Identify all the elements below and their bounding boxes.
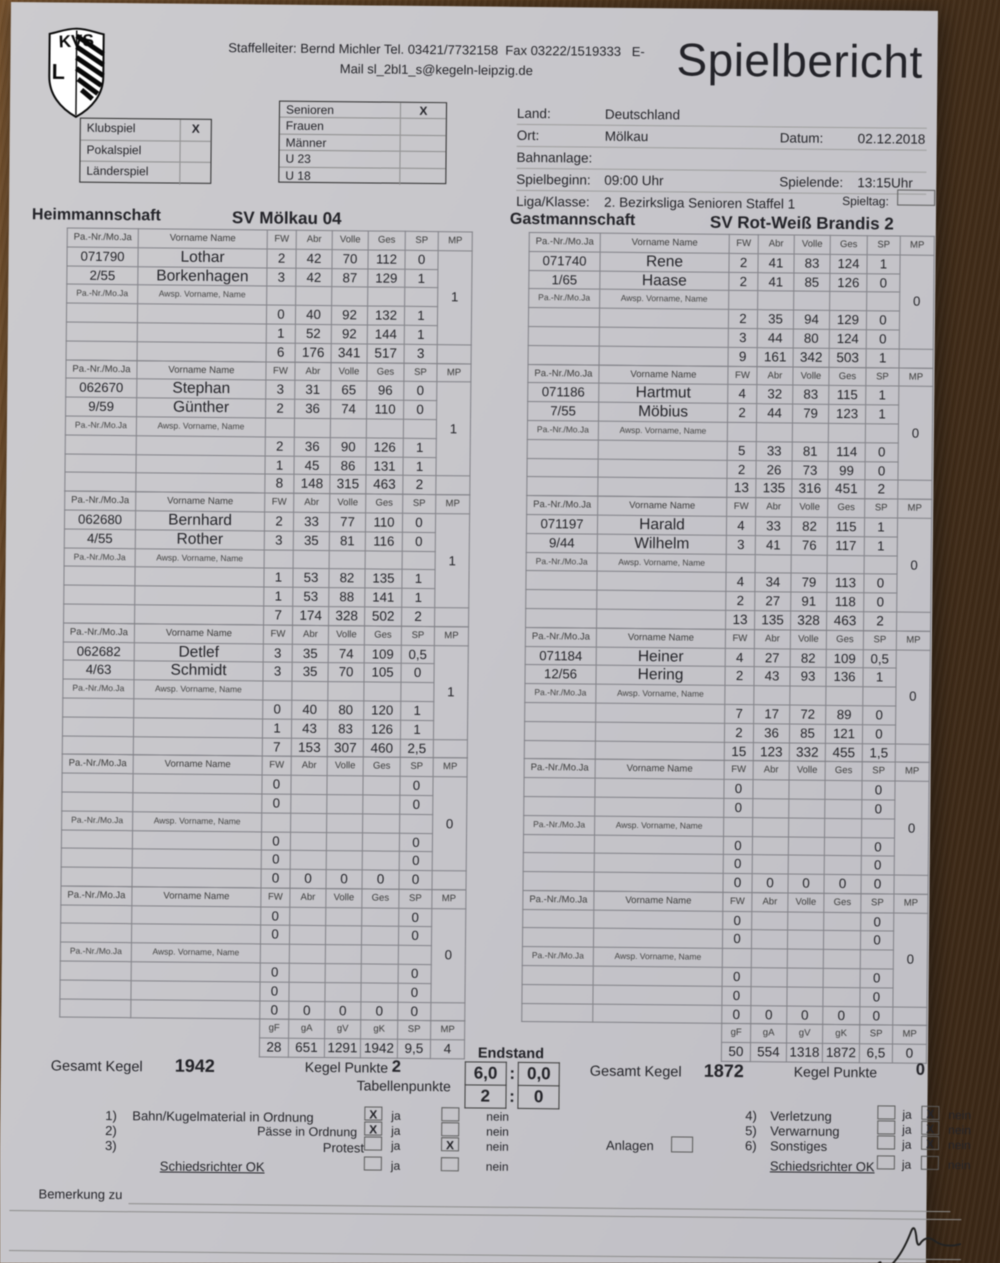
svg-text:L: L bbox=[52, 59, 65, 84]
svg-text:KVS: KVS bbox=[58, 31, 94, 51]
